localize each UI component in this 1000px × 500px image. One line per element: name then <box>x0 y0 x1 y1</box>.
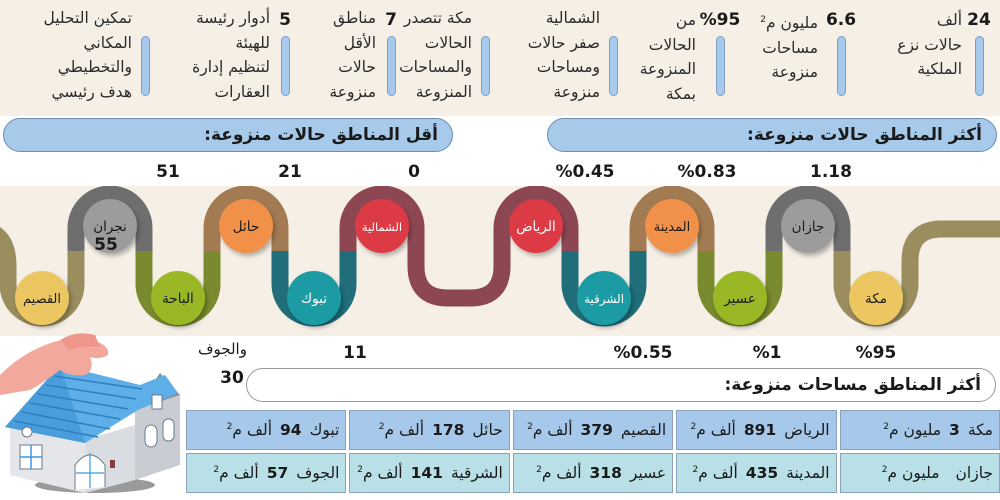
label-najran: نجران <box>93 219 127 235</box>
value-northern: 0 <box>408 162 420 182</box>
stat-text: أدوار رئيسة للهيئة لتنظيم إدارة العقارات <box>192 9 270 101</box>
stat-land-expropriation-cases: 24 ألف حالات نزع الملكية <box>897 8 991 112</box>
circle-najran <box>83 199 137 253</box>
stat-authority-roles: 5 أدوار رئيسة للهيئة لتنظيم إدارة العقار… <box>192 8 294 112</box>
stat-number: 5 <box>279 10 291 30</box>
house-with-hand-illustration <box>0 333 180 493</box>
label-madinah: المدينة <box>654 220 690 235</box>
header-least-cases: أقل المناطق حالات منزوعة: <box>3 118 453 152</box>
table-cell-asir: عسير 318 ألف م2 <box>512 453 674 493</box>
divider-pill <box>480 36 490 96</box>
label-sharqiya: الشرقية <box>584 292 624 307</box>
value-qassim: 55 <box>94 235 118 255</box>
value-baha-jouf: 30 <box>220 368 244 388</box>
table-cell-jazan: جازان مليون م2 <box>839 453 1000 493</box>
circle-tabuk <box>287 271 341 325</box>
stat-expropriated-area: 6.6 مليون م2 مساحات منزوعة <box>760 8 858 112</box>
stat-least-regions: 7 مناطق الأقل حالات منزوعة <box>329 8 400 112</box>
label-asir: عسير <box>723 291 756 307</box>
table-cell-qassim: القصيم 379 ألف م2 <box>512 410 674 450</box>
value-madinah: %0.83 <box>677 162 737 182</box>
value-tabuk: 11 <box>343 343 367 363</box>
value-makkah: %95 <box>855 343 897 363</box>
stat-text: الشمالية صفر حالات ومساحات منزوعة <box>527 9 600 101</box>
table-cell-makkah: مكة 3 مليون م2 <box>839 410 1000 450</box>
table-cell-riyadh: الرياض 891 ألف م2 <box>676 410 837 450</box>
label-hail: حائل <box>233 219 259 235</box>
label-tabuk: تبوك <box>301 291 327 307</box>
table-row: مكة 3 مليون م2 الرياض 891 ألف م2 القصيم … <box>185 410 1000 450</box>
stat-text: مناطق الأقل حالات منزوعة <box>329 9 376 101</box>
circle-sharqiya <box>577 271 631 325</box>
header-most-cases: أكثر المناطق حالات منزوعة: <box>547 118 997 152</box>
value-jazan: 1.18 <box>810 162 852 182</box>
table-cell-jouf: الجوف 57 ألف م2 <box>185 453 347 493</box>
value-riyadh: %0.45 <box>555 162 615 182</box>
circle-northern <box>355 199 409 253</box>
table-cell-hail: حائل 178 ألف م2 <box>349 410 510 450</box>
region-snake-path-clean: مكة جازان عسير المدينة الشرقية الرياض ال… <box>0 186 1000 336</box>
value-sharqiya: %0.55 <box>613 343 673 363</box>
circle-qassim <box>15 271 69 325</box>
circle-hail <box>219 199 273 253</box>
table-row: جازان مليون م2 المدينة 435 ألف م2 عسير 3… <box>185 453 1000 493</box>
label-baha: الباحة <box>162 291 194 307</box>
divider-pill <box>280 36 290 96</box>
stat-text: ألف حالات نزع الملكية <box>897 11 962 78</box>
areas-table: مكة 3 مليون م2 الرياض 891 ألف م2 القصيم … <box>185 410 1000 496</box>
circle-baha <box>151 271 205 325</box>
value-najran: 51 <box>156 162 180 182</box>
stat-spatial-analysis-goal: تمكين التحليل المكاني والتخطيطي هدف رئيس… <box>44 8 153 112</box>
stat-makkah-share: %95 من الحالات المنزوعة بمكة <box>639 8 741 112</box>
divider-pill <box>836 36 846 96</box>
circle-jazan <box>781 199 835 253</box>
label-riyadh: الرياض <box>516 219 556 235</box>
header-most-areas: أكثر المناطق مساحات منزوعة: <box>246 368 996 402</box>
divider-pill <box>386 36 396 96</box>
label-jazan: جازان <box>792 219 825 235</box>
stat-text: مليون م2 مساحات منزوعة <box>760 14 818 82</box>
circle-madinah <box>645 199 699 253</box>
table-cell-tabuk: تبوك 94 ألف م2 <box>185 410 347 450</box>
value-asir: %1 <box>752 343 782 363</box>
stat-text: من الحالات المنزوعة بمكة <box>639 11 696 103</box>
divider-pill <box>715 36 725 96</box>
stat-text: مكة تتصدر الحالات والمساحات المنزوعة <box>399 9 472 101</box>
label-qassim: القصيم <box>23 292 61 307</box>
label-northern: الشمالية <box>362 220 402 234</box>
circle-asir <box>713 271 767 325</box>
divider-pill <box>140 36 150 96</box>
stat-number: 7 <box>385 10 397 30</box>
stat-number: 24 <box>967 10 991 30</box>
stat-number: 6.6 <box>825 10 857 30</box>
stat-text: تمكين التحليل المكاني والتخطيطي هدف رئيس… <box>43 9 133 101</box>
table-cell-madinah: المدينة 435 ألف م2 <box>676 453 837 493</box>
divider-pill <box>608 36 618 96</box>
value-hail: 21 <box>278 162 302 182</box>
table-cell-sharqiya: الشرقية 141 ألف م2 <box>349 453 510 493</box>
divider-pill <box>974 36 984 96</box>
stat-number: %95 <box>699 10 741 30</box>
label-jouf-extra: والجوف <box>198 340 247 358</box>
circle-makkah <box>849 271 903 325</box>
stat-makkah-leads: مكة تتصدر الحالات والمساحات المنزوعة <box>399 8 492 112</box>
label-makkah: مكة <box>865 291 887 307</box>
circle-riyadh <box>509 199 563 253</box>
stat-northern-zero: الشمالية صفر حالات ومساحات منزوعة <box>528 8 620 112</box>
top-stats-banner: 24 ألف حالات نزع الملكية 6.6 مليون م2 مس… <box>0 0 1000 116</box>
